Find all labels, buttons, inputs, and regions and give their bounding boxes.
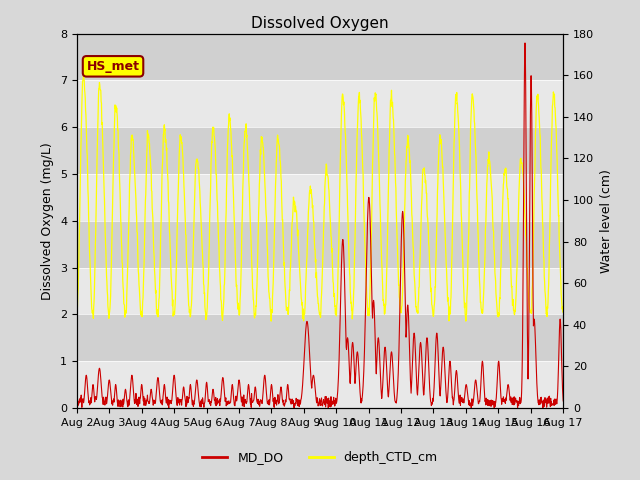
Line: MD_DO: MD_DO	[77, 43, 563, 408]
depth_CTD_cm	[502, 168, 510, 174]
MD_DO	[559, 398, 567, 404]
depth_CTD_cm	[80, 68, 88, 74]
depth_CTD_cm	[460, 270, 467, 276]
Bar	[77, 314, 563, 361]
depth_CTD_cm	[559, 309, 567, 315]
MD_DO	[165, 405, 173, 411]
MD_DO	[521, 40, 529, 46]
Bar	[77, 34, 563, 80]
MD_DO	[459, 400, 467, 406]
depth_CTD_cm	[73, 310, 81, 316]
Bar	[77, 127, 563, 174]
Title: Dissolved Oxygen: Dissolved Oxygen	[251, 16, 389, 31]
depth_CTD_cm	[170, 310, 177, 316]
MD_DO	[182, 397, 189, 403]
MD_DO	[73, 397, 81, 403]
MD_DO	[170, 376, 177, 382]
Bar	[77, 221, 563, 267]
Text: HS_met: HS_met	[86, 60, 140, 73]
MD_DO	[396, 334, 403, 340]
Y-axis label: Dissolved Oxygen (mg/L): Dissolved Oxygen (mg/L)	[42, 142, 54, 300]
depth_CTD_cm	[236, 310, 244, 315]
Line: depth_CTD_cm: depth_CTD_cm	[77, 71, 563, 321]
MD_DO	[502, 395, 509, 401]
Y-axis label: Water level (cm): Water level (cm)	[600, 169, 612, 273]
depth_CTD_cm	[182, 217, 189, 223]
depth_CTD_cm	[396, 296, 403, 302]
MD_DO	[236, 380, 244, 386]
Legend: MD_DO, depth_CTD_cm: MD_DO, depth_CTD_cm	[197, 446, 443, 469]
depth_CTD_cm	[268, 318, 275, 324]
